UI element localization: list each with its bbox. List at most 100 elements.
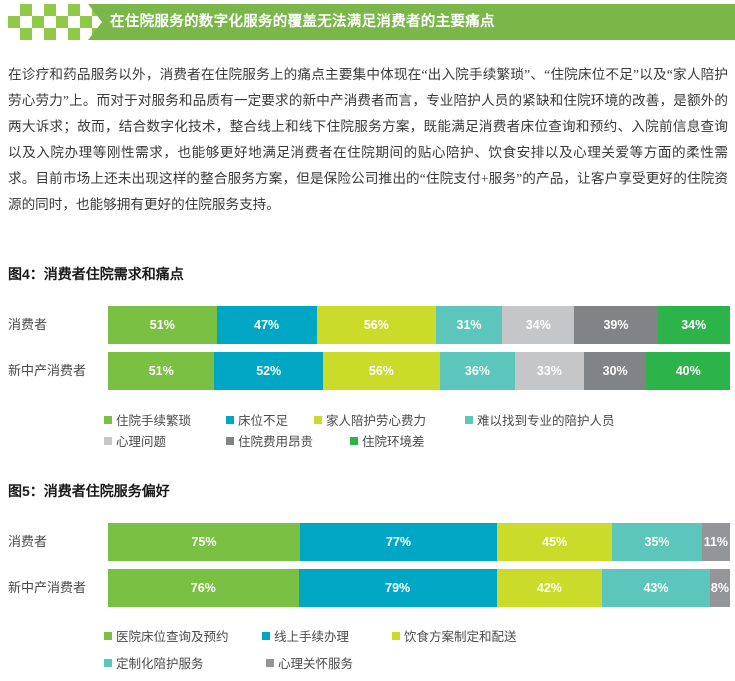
row-label: 消费者: [8, 534, 48, 549]
legend-swatch-icon: [104, 631, 112, 640]
bar-segment: 56%: [316, 306, 437, 344]
legend-item: 床位不足: [226, 409, 288, 430]
legend-swatch-icon: [226, 436, 234, 445]
bar-segment-value: 76%: [190, 581, 216, 595]
legend-item: 饮食方案制定和配送: [392, 625, 517, 646]
figure-5-row-consumer: 消费者 75% 77% 45% 35% 11%: [0, 523, 735, 561]
legend-label: 心理关怀服务: [278, 657, 354, 671]
bar-segment: 34%: [502, 306, 575, 344]
legend-swatch-icon: [465, 415, 473, 424]
legend-label: 难以找到专业的陪护人员: [477, 414, 615, 428]
bar-segment-value: 77%: [386, 535, 412, 549]
legend-label: 定制化陪护服务: [116, 657, 204, 671]
bar-segment: 76%: [108, 569, 299, 607]
bar-segment-value: 39%: [603, 318, 629, 332]
section-header-banner: 在住院服务的数字化服务的覆盖无法满足消费者的主要痛点: [0, 4, 735, 40]
legend-swatch-icon: [104, 436, 112, 445]
bar-segment: 75%: [108, 523, 300, 561]
bar-segment-value: 30%: [602, 364, 628, 378]
bar-segment-value: 56%: [368, 364, 394, 378]
bar-segment-value: 34%: [681, 318, 707, 332]
section-title: 在住院服务的数字化服务的覆盖无法满足消费者的主要痛点: [110, 14, 495, 30]
stacked-bar: 76% 79% 42% 43% 8%: [108, 569, 730, 607]
bar-segment-value: 33%: [536, 364, 562, 378]
bar-segment-value: 43%: [643, 581, 669, 595]
bar-segment: 43%: [602, 569, 710, 607]
bar-segment-value: 42%: [536, 581, 562, 595]
bar-segment: 34%: [657, 306, 730, 344]
bar-segment: 51%: [108, 352, 215, 390]
bar-segment-value: 56%: [363, 318, 389, 332]
bar-segment: 40%: [646, 352, 730, 390]
body-paragraph: 在诊疗和药品服务以外，消费者在住院服务上的痛点主要集中体现在“出入院手续繁琐”、…: [8, 67, 728, 212]
bar-segment: 42%: [496, 569, 603, 607]
legend-swatch-icon: [104, 658, 112, 667]
bar-segment: 11%: [701, 523, 730, 561]
stacked-bar: 75% 77% 45% 35% 11%: [108, 523, 730, 561]
legend-item: 心理问题: [104, 430, 166, 451]
legend-label: 床位不足: [238, 414, 289, 428]
legend-label: 住院费用昂贵: [238, 435, 314, 449]
bar-segment-value: 11%: [703, 535, 729, 549]
bar-segment: 77%: [299, 523, 498, 561]
bar-segment-value: 79%: [385, 581, 411, 595]
figure-5-row-new-middle-class: 新中产消费者 76% 79% 42% 43% 8%: [0, 569, 735, 607]
legend-item: 住院环境差: [350, 430, 425, 451]
figure-4-title: 图4：消费者住院需求和痛点: [8, 266, 184, 282]
stacked-bar: 51% 52% 56% 36% 33% 30% 40%: [108, 352, 730, 390]
figure-5-title: 图5：消费者住院服务偏好: [8, 483, 170, 499]
bar-segment: 35%: [612, 523, 702, 561]
bar-segment: 52%: [214, 352, 323, 390]
bar-segment: 8%: [709, 569, 730, 607]
legend-swatch-icon: [266, 658, 274, 667]
bar-segment-value: 36%: [464, 364, 490, 378]
bar-segment: 47%: [216, 306, 317, 344]
bar-segment: 45%: [497, 523, 613, 561]
legend-item: 住院费用昂贵: [226, 430, 313, 451]
legend-label: 饮食方案制定和配送: [404, 630, 517, 644]
banner-background: [88, 4, 735, 40]
bar-segment: 33%: [514, 352, 584, 390]
bar-segment: 36%: [439, 352, 515, 390]
figure-4-row-consumer: 消费者 51% 47% 56% 31% 34% 39% 34%: [0, 306, 735, 344]
legend-swatch-icon: [104, 415, 112, 424]
legend-label: 住院环境差: [362, 435, 425, 449]
bar-segment-value: 34%: [525, 318, 551, 332]
row-label: 新中产消费者: [8, 580, 87, 595]
legend-item: 难以找到专业的陪护人员: [465, 409, 615, 430]
bar-segment-value: 35%: [644, 535, 670, 549]
bar-segment-value: 40%: [675, 364, 701, 378]
legend-swatch-icon: [226, 415, 234, 424]
bar-segment-value: 8%: [710, 581, 729, 595]
bar-segment-value: 47%: [254, 318, 280, 332]
legend-item: 住院手续繁琐: [104, 409, 191, 430]
bar-segment: 56%: [322, 352, 440, 390]
legend-label: 线上手续办理: [274, 630, 350, 644]
legend-swatch-icon: [262, 631, 270, 640]
bar-segment: 79%: [298, 569, 497, 607]
legend-item: 心理关怀服务: [266, 652, 353, 673]
legend-item: 线上手续办理: [262, 625, 349, 646]
bar-segment: 31%: [436, 306, 503, 344]
legend-item: 定制化陪护服务: [104, 652, 204, 673]
bar-segment: 30%: [583, 352, 647, 390]
legend-swatch-icon: [350, 436, 358, 445]
row-label: 消费者: [8, 317, 48, 332]
legend-label: 家人陪护劳心费力: [326, 414, 427, 428]
legend-item: 医院床位查询及预约: [104, 625, 229, 646]
bar-segment-value: 75%: [191, 535, 217, 549]
row-label: 新中产消费者: [8, 363, 87, 378]
diamond-pattern-decoration: [8, 4, 103, 40]
legend-swatch-icon: [392, 631, 400, 640]
bar-segment: 39%: [574, 306, 658, 344]
bar-segment-value: 31%: [456, 318, 482, 332]
legend-item: 家人陪护劳心费力: [314, 409, 426, 430]
stacked-bar: 51% 47% 56% 31% 34% 39% 34%: [108, 306, 730, 344]
bar-segment-value: 51%: [149, 318, 175, 332]
legend-swatch-icon: [314, 415, 322, 424]
bar-segment-value: 45%: [542, 535, 568, 549]
legend-label: 住院手续繁琐: [116, 414, 192, 428]
bar-segment: 51%: [108, 306, 217, 344]
bar-segment-value: 52%: [256, 364, 282, 378]
figure-4-row-new-middle-class: 新中产消费者 51% 52% 56% 36% 33% 30% 40%: [0, 352, 735, 390]
